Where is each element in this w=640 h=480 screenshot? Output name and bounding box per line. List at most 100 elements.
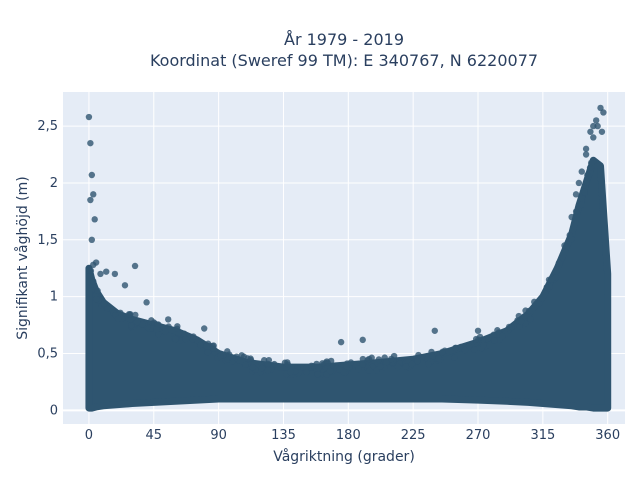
scatter-point [115, 315, 122, 322]
scatter-point [125, 311, 133, 318]
x-tick-label: 45 [146, 428, 163, 443]
scatter-point [552, 274, 560, 281]
scatter-outlier-point [97, 270, 104, 278]
scatter-point [224, 348, 231, 355]
chart-title-line2: Koordinat (Sweref 99 TM): E 340767, N 62… [150, 51, 538, 70]
scatter-point [308, 362, 315, 369]
scatter-outlier-point [572, 191, 580, 198]
scatter-point [238, 352, 245, 359]
scatter-point [368, 354, 375, 361]
scatter-point [527, 315, 534, 323]
scatter-point [375, 356, 383, 363]
x-tick-label: 315 [530, 428, 555, 443]
scatter-outlier-point [85, 113, 93, 121]
scatter-outlier-point [582, 145, 590, 153]
scatter-point [578, 201, 585, 208]
scatter-point [439, 348, 446, 356]
y-axis-title: Signifikant våghöjd (m) [14, 176, 31, 339]
scatter-point [303, 369, 310, 376]
scatter-point [343, 362, 350, 370]
scatter-outlier-point [431, 327, 438, 334]
scatter-point [415, 351, 422, 359]
scatter-point [394, 363, 402, 371]
scatter-point [587, 159, 595, 167]
scatter-point [499, 332, 506, 340]
x-tick-label: 360 [595, 428, 620, 443]
scatter-point [173, 325, 181, 333]
scatter-point [314, 370, 322, 378]
scatter-point [355, 365, 362, 373]
scatter-point [284, 361, 292, 368]
scatter-point [414, 357, 421, 365]
scatter-outlier-point [103, 268, 110, 275]
scatter-outlier-point [561, 242, 568, 249]
x-tick-label: 0 [85, 428, 93, 443]
scatter-point [347, 359, 355, 366]
y-tick-label: 1,5 [37, 233, 58, 248]
x-axis-title: Vågriktning (grader) [273, 448, 415, 465]
scatter-point [287, 368, 294, 376]
scatter-point [428, 348, 435, 356]
scatter-point [93, 295, 100, 303]
scatter-outlier-point [587, 128, 594, 135]
scatter-point [132, 311, 139, 319]
scatter-point [90, 278, 97, 285]
scatter-point [505, 323, 513, 331]
scatter-point [435, 355, 442, 362]
y-tick-label: 2 [50, 176, 58, 191]
scatter-point [461, 346, 469, 354]
scatter-point [94, 287, 101, 294]
scatter-point [451, 354, 458, 361]
scatter-outlier-point [164, 316, 172, 323]
scatter-point [586, 164, 594, 171]
scatter-point [264, 360, 272, 367]
scatter-point [429, 353, 436, 360]
scatter-point [451, 344, 459, 352]
scatter-point [264, 367, 272, 374]
scatter-point [382, 358, 390, 366]
scatter-point [324, 359, 332, 367]
scatter-point [359, 355, 367, 363]
scatter-outlier-point [92, 259, 100, 266]
scatter-point [182, 335, 189, 343]
scatter-outlier-point [474, 327, 482, 334]
scatter-outlier-point [598, 128, 606, 135]
scatter-point [408, 360, 416, 368]
scatter-point [117, 309, 124, 317]
scatter-point [172, 335, 179, 343]
scatter-point [315, 364, 323, 372]
scatter-point [217, 352, 224, 360]
chart-title-line1: År 1979 - 2019 [284, 30, 404, 49]
scatter-outlier-point [121, 282, 129, 289]
y-tick-label: 0 [50, 403, 58, 418]
scatter-point [181, 330, 188, 337]
scatter-point [319, 360, 326, 367]
scatter-outlier-point [582, 151, 590, 158]
scatter-point [203, 343, 210, 350]
scatter-point [572, 208, 580, 215]
scatter-point [153, 326, 160, 333]
x-tick-label: 90 [210, 428, 227, 443]
scatter-outlier-point [337, 338, 345, 346]
scatter-outlier-point [91, 216, 98, 223]
scatter-point [247, 355, 254, 362]
scatter-outlier-point [111, 270, 119, 278]
scatter-point [340, 368, 348, 376]
y-tick-label: 2,5 [37, 119, 58, 134]
x-tick-label: 135 [271, 428, 296, 443]
scatter-point [303, 364, 310, 372]
scatter-point [543, 284, 551, 291]
x-tick-label: 180 [336, 428, 361, 443]
scatter-point [555, 259, 563, 267]
scatter-point [249, 363, 256, 371]
scatter-outlier-point [90, 191, 97, 198]
scatter-point [197, 341, 204, 349]
x-axis-ticks: 0 45 90 135 180 225 270 315 360 [85, 428, 620, 443]
scatter-point [258, 364, 266, 372]
scatter-point [128, 322, 135, 329]
scatter-outlier-point [578, 168, 585, 175]
scatter-point [162, 328, 169, 335]
y-tick-label: 1 [50, 290, 58, 305]
scatter-outlier-point [88, 236, 96, 244]
